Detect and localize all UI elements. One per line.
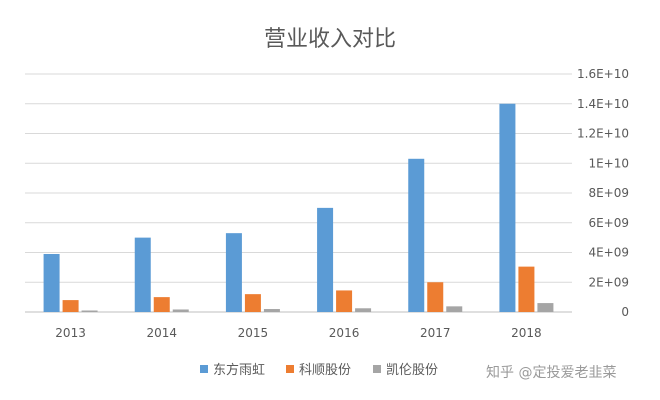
bar xyxy=(134,237,151,312)
legend-label: 科顺股份 xyxy=(299,363,351,378)
bar xyxy=(62,300,79,312)
x-tick-label: 2018 xyxy=(511,326,542,340)
y-tick-label: 6E+09 xyxy=(588,216,629,230)
bar xyxy=(446,306,463,312)
legend-label: 东方雨虹 xyxy=(213,362,265,378)
bar xyxy=(153,297,170,312)
legend: 东方雨虹 科顺股份 凯伦股份 xyxy=(200,362,438,378)
y-tick-label: 8E+09 xyxy=(588,186,629,200)
bar xyxy=(263,309,280,312)
y-tick-label: 1.6E+10 xyxy=(577,67,629,81)
y-axis-tick-labels: 0 2E+09 4E+09 6E+09 8E+09 1E+10 1.2E+10 1.4E+10… xyxy=(577,67,629,319)
bar xyxy=(336,290,353,312)
bar xyxy=(355,308,372,312)
bar xyxy=(225,233,242,312)
legend-swatch xyxy=(286,365,294,373)
legend-label: 凯伦股份 xyxy=(386,363,438,378)
y-tick-label: 2E+09 xyxy=(588,275,629,289)
bar xyxy=(81,310,98,312)
y-tick-label: 1.2E+10 xyxy=(577,127,629,141)
chart-title: 营业收入对比 xyxy=(264,27,396,52)
x-tick-label: 2017 xyxy=(420,326,451,340)
bar xyxy=(427,282,444,312)
watermark-text: 知乎 @定投爱老韭菜 xyxy=(486,364,616,381)
x-tick-label: 2013 xyxy=(55,326,86,340)
legend-swatch xyxy=(200,365,208,373)
y-tick-label: 1E+10 xyxy=(588,156,629,170)
bar xyxy=(518,266,535,312)
bar xyxy=(43,253,60,312)
bar xyxy=(408,158,425,312)
bar xyxy=(172,309,189,312)
legend-swatch xyxy=(373,365,381,373)
y-tick-label: 4E+09 xyxy=(588,246,629,260)
x-tick-label: 2015 xyxy=(238,326,269,340)
bar xyxy=(244,294,261,312)
bar xyxy=(537,303,554,312)
bar xyxy=(499,103,516,312)
y-tick-label: 1.4E+10 xyxy=(577,97,629,111)
x-axis-tick-labels: 2013 2014 2015 2016 2017 2018 xyxy=(55,326,541,340)
y-tick-label: 0 xyxy=(621,305,629,319)
bars xyxy=(43,103,554,312)
x-tick-label: 2016 xyxy=(329,326,360,340)
bar xyxy=(317,207,334,312)
grid-lines xyxy=(25,73,572,313)
x-tick-label: 2014 xyxy=(146,326,177,340)
